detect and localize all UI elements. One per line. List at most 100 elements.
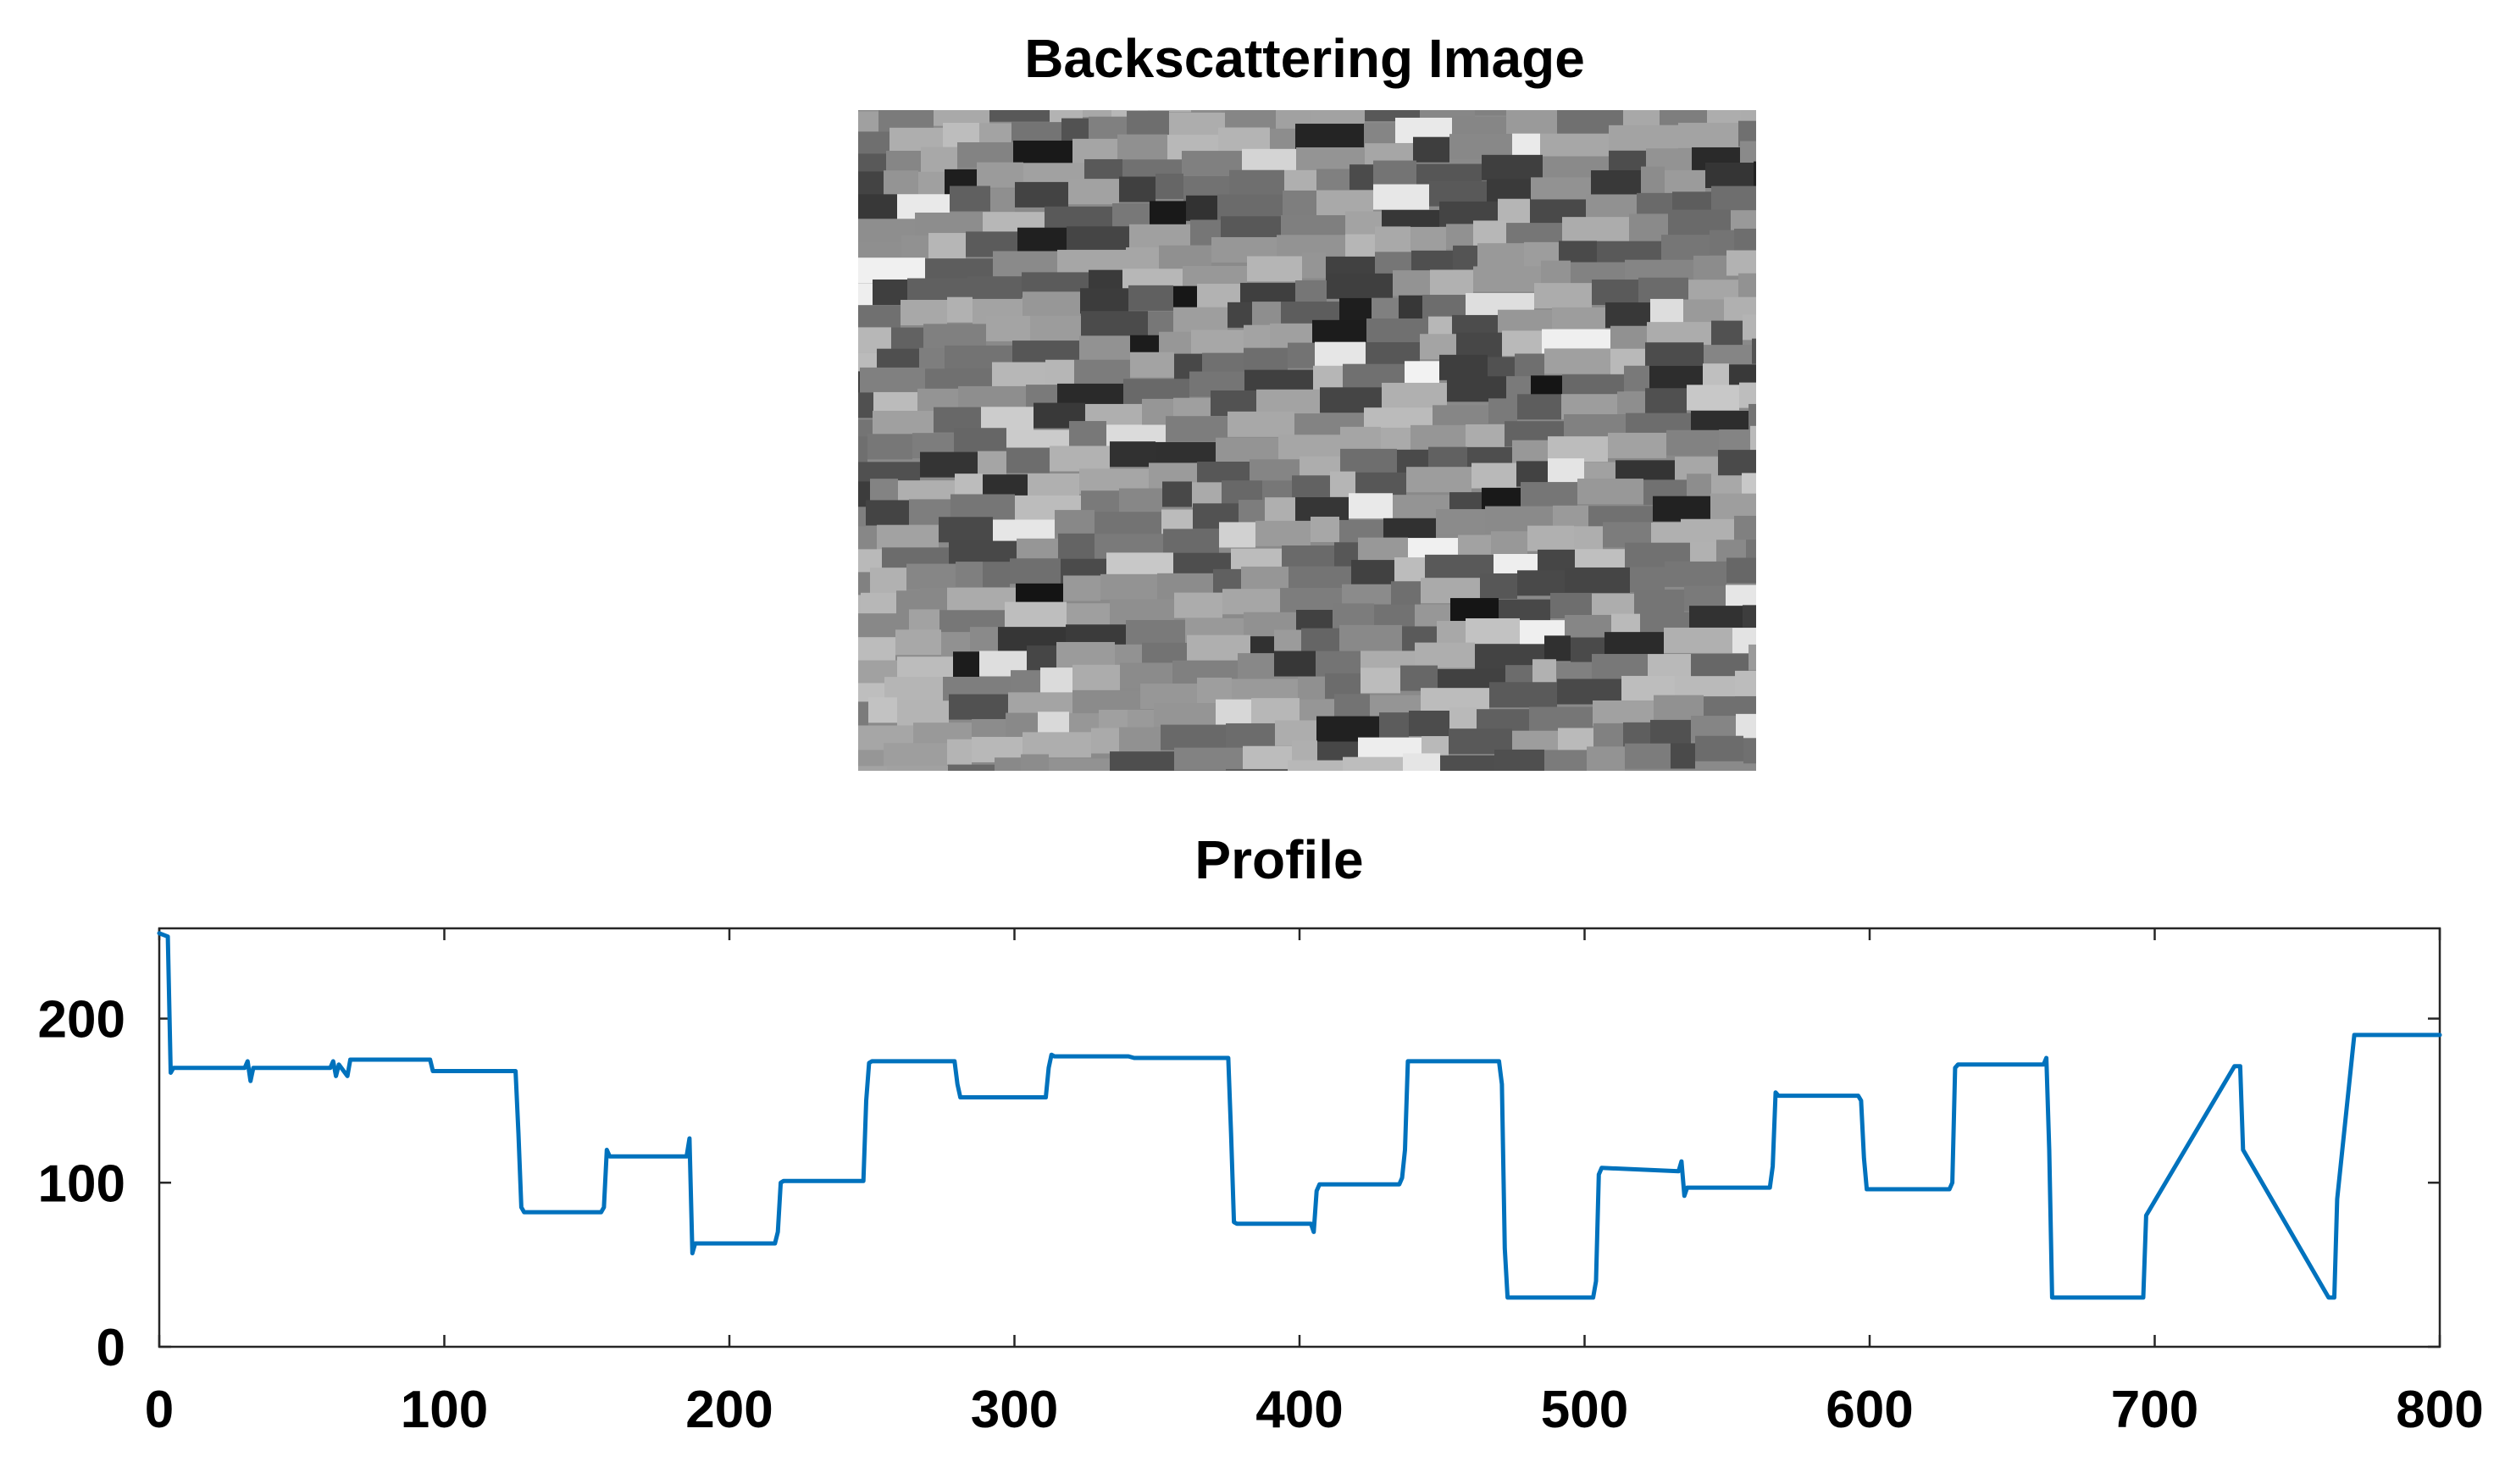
x-tick-label: 300 (971, 1381, 1058, 1439)
y-tick-label: 200 (38, 991, 125, 1049)
image-title: Backscattering Image (1024, 28, 1585, 89)
profile-data-point (1503, 1247, 1506, 1250)
x-tick-label: 500 (1541, 1381, 1628, 1439)
profile-data-point (1771, 1165, 1775, 1168)
profile-data-point (2327, 1296, 2330, 1299)
profile-series-line (157, 931, 2442, 1300)
profile-data-point (431, 1070, 435, 1073)
profile-data-point (2142, 1296, 2145, 1299)
profile-data-point (1951, 1181, 1954, 1184)
profile-data-point (773, 1242, 777, 1245)
profile-data-point (1500, 1083, 1504, 1086)
profile-data-point (602, 1205, 606, 1209)
profile-data-point (337, 1063, 341, 1066)
profile-data-point (956, 1083, 959, 1086)
x-tick-label: 100 (401, 1381, 488, 1439)
profile-data-point (870, 1060, 873, 1063)
profile-data-point (2144, 1214, 2148, 1217)
profile-data-point (1680, 1160, 1683, 1163)
x-tick-label: 0 (145, 1381, 174, 1439)
profile-data-point (249, 1079, 252, 1083)
profile-data-point (959, 1096, 962, 1099)
profile-data-point (1768, 1186, 1771, 1189)
profile-data-point (1956, 1063, 1959, 1066)
profile-data-point (1235, 1222, 1239, 1226)
profile-data-point (1600, 1166, 1604, 1170)
profile-data-point (2242, 1149, 2245, 1152)
profile-data-point (1948, 1188, 1951, 1191)
profile-data-point (1315, 1189, 1318, 1193)
profile-data-point (1053, 1055, 1056, 1058)
profile-data-point (1506, 1296, 1510, 1299)
profile-data-point (331, 1060, 335, 1063)
profile-data-point (1774, 1091, 1777, 1094)
x-tick-label: 800 (2396, 1381, 2483, 1439)
x-tick-label: 200 (685, 1381, 773, 1439)
profile-data-point (608, 1155, 612, 1158)
profile-data-point (600, 1210, 603, 1214)
profile-data-point (1398, 1182, 1401, 1186)
profile-data-point (1406, 1060, 1410, 1063)
profile-data-point (782, 1179, 785, 1182)
profile-data-point (346, 1074, 349, 1077)
profile-data-point (1404, 1149, 1407, 1152)
profile-data-point (514, 1070, 518, 1073)
profile-data-point (1400, 1176, 1404, 1179)
profile-data-point (2050, 1296, 2053, 1299)
profile-data-point (2353, 1033, 2356, 1037)
profile-data-point (158, 932, 161, 935)
profile-data-point (246, 1060, 249, 1063)
profile-data-point (2042, 1063, 2045, 1066)
profile-data-point (2332, 1296, 2336, 1299)
profile-data-point (1857, 1094, 1860, 1098)
x-tick-label: 600 (1826, 1381, 1913, 1439)
profile-data-point (1954, 1066, 1957, 1070)
profile-data-point (1127, 1055, 1130, 1058)
profile-data-point (1865, 1188, 1869, 1191)
profile-data-point (348, 1058, 352, 1061)
profile-data-point (1229, 1132, 1233, 1135)
profile-data-point (694, 1242, 697, 1245)
profile-data-point (1227, 1056, 1230, 1060)
profile-data-point (1597, 1173, 1600, 1177)
y-tick-label: 0 (97, 1319, 125, 1377)
profile-data-point (2045, 1056, 2048, 1060)
profile-data-point (605, 1149, 608, 1152)
profile-data-point (867, 1061, 871, 1065)
profile-data-point (1859, 1099, 1863, 1102)
profile-data-point (1776, 1094, 1780, 1098)
profile-data-point (1312, 1230, 1316, 1233)
profile-data-point (1050, 1053, 1053, 1056)
profile-data-point (2336, 1198, 2339, 1201)
profile-data-point (523, 1210, 526, 1214)
profile-data-point (166, 935, 169, 939)
y-tick-label: 100 (38, 1155, 125, 1213)
profile-title: Profile (1194, 829, 1364, 890)
profile-data-point (2139, 1296, 2142, 1299)
plot-axes (158, 927, 2441, 1348)
profile-data-point (690, 1252, 694, 1255)
profile-data-point (776, 1230, 779, 1233)
profile-data-point (1498, 1060, 1501, 1063)
profile-data-point (329, 1066, 332, 1070)
profile-data-point (953, 1060, 956, 1063)
backscattering-image (858, 110, 1756, 771)
profile-data-point (172, 1066, 175, 1070)
profile-data-point (252, 1066, 255, 1070)
profile-data-point (1862, 1156, 1865, 1160)
profile-data-point (865, 1099, 868, 1102)
profile-data-point (2233, 1065, 2236, 1068)
profile-data-point (2438, 1033, 2441, 1037)
profile-data-point (1682, 1194, 1686, 1198)
profile-data-point (779, 1181, 783, 1184)
profile-data-point (1047, 1066, 1050, 1070)
profile-data-point (2330, 1296, 2333, 1299)
profile-data-point (1677, 1170, 1681, 1173)
profile-data-point (2238, 1065, 2242, 1068)
profile-data-point (862, 1179, 865, 1182)
profile-data-point (517, 1132, 520, 1135)
profile-data-point (1133, 1056, 1136, 1060)
profile-data-point (429, 1058, 432, 1061)
profile-data-point (962, 1096, 965, 1099)
